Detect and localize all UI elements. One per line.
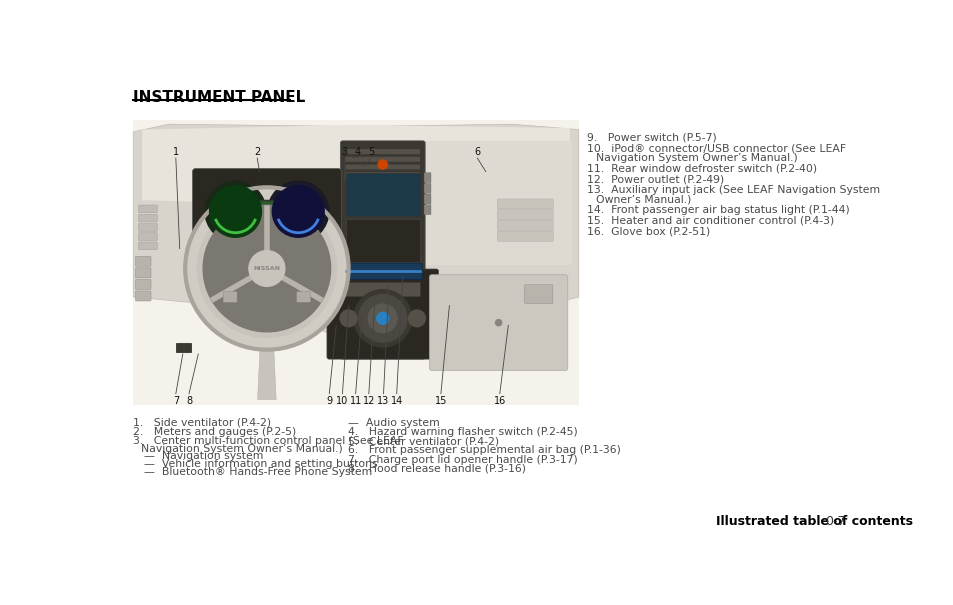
FancyBboxPatch shape (327, 269, 438, 359)
Text: Illustrated table of contents: Illustrated table of contents (716, 515, 912, 528)
Text: —  Bluetooth® Hands-Free Phone System: — Bluetooth® Hands-Free Phone System (144, 467, 372, 477)
Text: 14: 14 (390, 396, 402, 406)
FancyBboxPatch shape (345, 149, 419, 154)
FancyBboxPatch shape (497, 210, 553, 220)
Text: 7: 7 (172, 396, 179, 406)
FancyBboxPatch shape (423, 183, 431, 193)
FancyBboxPatch shape (345, 219, 419, 261)
Text: NISSAN: NISSAN (253, 266, 280, 271)
Text: 15: 15 (435, 396, 447, 406)
FancyBboxPatch shape (345, 173, 419, 216)
Text: —  Navigation system: — Navigation system (144, 451, 263, 462)
FancyBboxPatch shape (497, 231, 553, 241)
Circle shape (203, 205, 331, 332)
Text: 14.  Front passenger air bag status light (P.1-44): 14. Front passenger air bag status light… (586, 205, 848, 215)
Circle shape (268, 181, 329, 242)
Text: 5: 5 (368, 146, 374, 157)
Text: —  Audio system: — Audio system (348, 417, 439, 428)
FancyBboxPatch shape (135, 280, 151, 289)
FancyBboxPatch shape (343, 263, 421, 280)
FancyBboxPatch shape (138, 233, 157, 240)
Text: 10: 10 (336, 396, 348, 406)
FancyBboxPatch shape (340, 141, 425, 359)
Polygon shape (133, 124, 578, 334)
Text: 0-7: 0-7 (824, 515, 844, 528)
Text: 9: 9 (326, 396, 332, 406)
Text: 3: 3 (341, 146, 348, 157)
Text: 11.  Rear window defroster switch (P.2-40): 11. Rear window defroster switch (P.2-40… (586, 163, 816, 174)
Text: 1.   Side ventilator (P.4-2): 1. Side ventilator (P.4-2) (133, 417, 271, 428)
Circle shape (368, 304, 396, 333)
FancyBboxPatch shape (345, 157, 419, 162)
Text: 2: 2 (253, 146, 260, 157)
Text: 12: 12 (362, 396, 375, 406)
FancyBboxPatch shape (420, 141, 572, 265)
Text: 13: 13 (377, 396, 389, 406)
FancyBboxPatch shape (193, 169, 341, 255)
Text: 3.   Center multi-function control panel (See LEAF: 3. Center multi-function control panel (… (133, 436, 403, 446)
Circle shape (197, 200, 336, 338)
Circle shape (185, 188, 348, 350)
Circle shape (205, 181, 266, 242)
FancyBboxPatch shape (138, 205, 157, 213)
Text: 10.  iPod® connector/USB connector (See LEAF: 10. iPod® connector/USB connector (See L… (586, 143, 844, 154)
Circle shape (339, 310, 356, 327)
Text: 1: 1 (172, 146, 179, 157)
Circle shape (377, 160, 387, 169)
Text: 5.   Center ventilator (P.4-2): 5. Center ventilator (P.4-2) (348, 436, 498, 446)
FancyBboxPatch shape (223, 292, 237, 302)
Polygon shape (142, 125, 569, 206)
Text: 4: 4 (355, 146, 360, 157)
FancyBboxPatch shape (255, 200, 278, 223)
Text: 8: 8 (186, 396, 192, 406)
FancyBboxPatch shape (175, 342, 192, 352)
Text: Navigation System Owner’s Manual.): Navigation System Owner’s Manual.) (141, 443, 342, 454)
Circle shape (272, 186, 324, 237)
Circle shape (408, 310, 425, 327)
Text: 6.   Front passenger supplemental air bag (P.1-36): 6. Front passenger supplemental air bag … (348, 445, 620, 456)
Text: 9.   Power switch (P.5-7): 9. Power switch (P.5-7) (586, 132, 716, 143)
Text: INSTRUMENT PANEL: INSTRUMENT PANEL (133, 90, 305, 105)
Circle shape (210, 186, 261, 237)
FancyBboxPatch shape (133, 120, 578, 405)
Text: —  Vehicle information and setting buttons: — Vehicle information and setting button… (144, 459, 377, 469)
FancyBboxPatch shape (296, 292, 311, 302)
FancyBboxPatch shape (345, 172, 419, 177)
FancyBboxPatch shape (138, 214, 157, 222)
FancyBboxPatch shape (138, 242, 157, 250)
FancyBboxPatch shape (135, 257, 151, 266)
Text: 8.   Hood release handle (P.3-16): 8. Hood release handle (P.3-16) (348, 464, 525, 474)
Text: 12.  Power outlet (P.2-49): 12. Power outlet (P.2-49) (586, 174, 723, 185)
FancyBboxPatch shape (429, 275, 567, 370)
FancyBboxPatch shape (423, 172, 431, 183)
Text: 15.  Heater and air conditioner control (P.4-3): 15. Heater and air conditioner control (… (586, 216, 833, 226)
Text: 13.  Auxiliary input jack (See LEAF Navigation System: 13. Auxiliary input jack (See LEAF Navig… (586, 185, 879, 195)
Circle shape (354, 290, 412, 347)
Circle shape (358, 295, 406, 342)
FancyBboxPatch shape (345, 283, 420, 296)
FancyBboxPatch shape (423, 194, 431, 204)
Text: 7.   Charge port lid opener handle (P.3-17): 7. Charge port lid opener handle (P.3-17… (348, 454, 577, 465)
FancyBboxPatch shape (423, 204, 431, 215)
FancyBboxPatch shape (135, 291, 151, 301)
Text: 2.   Meters and gauges (P.2-5): 2. Meters and gauges (P.2-5) (133, 427, 296, 437)
Circle shape (249, 250, 285, 286)
Text: Navigation System Owner’s Manual.): Navigation System Owner’s Manual.) (596, 152, 797, 163)
Text: Owner’s Manual.): Owner’s Manual.) (596, 194, 691, 204)
Circle shape (495, 319, 501, 325)
Text: 16: 16 (493, 396, 505, 406)
Text: 11: 11 (349, 396, 361, 406)
FancyBboxPatch shape (345, 165, 419, 169)
Text: 4.   Hazard warning flasher switch (P.2-45): 4. Hazard warning flasher switch (P.2-45… (348, 427, 577, 437)
Circle shape (376, 312, 389, 324)
FancyBboxPatch shape (138, 223, 157, 231)
FancyBboxPatch shape (524, 285, 553, 304)
FancyBboxPatch shape (497, 220, 553, 231)
Polygon shape (257, 333, 276, 399)
FancyBboxPatch shape (497, 199, 553, 209)
Text: 16.  Glove box (P.2-51): 16. Glove box (P.2-51) (586, 227, 709, 237)
FancyBboxPatch shape (135, 268, 151, 278)
Text: 6: 6 (474, 146, 480, 157)
